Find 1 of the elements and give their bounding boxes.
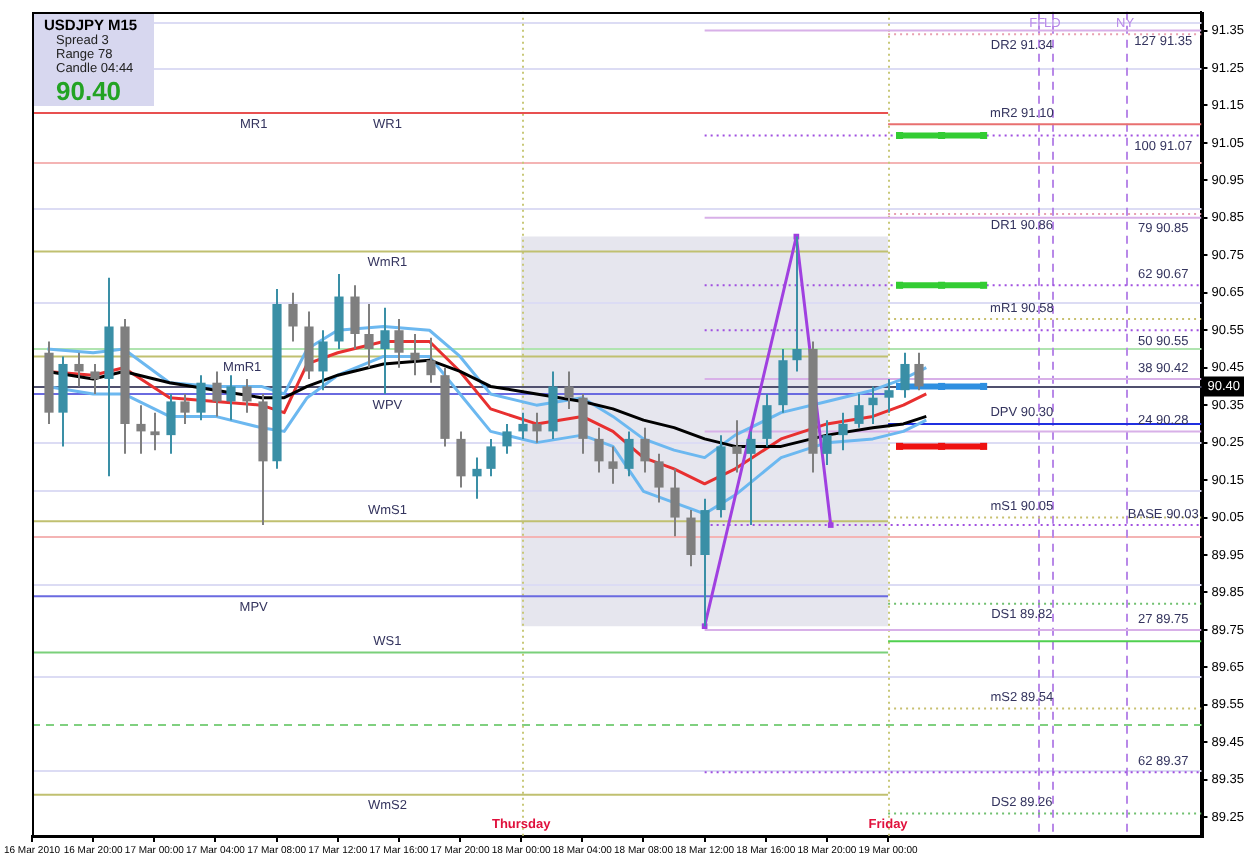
annotation: 90.40 — [54, 75, 124, 106]
